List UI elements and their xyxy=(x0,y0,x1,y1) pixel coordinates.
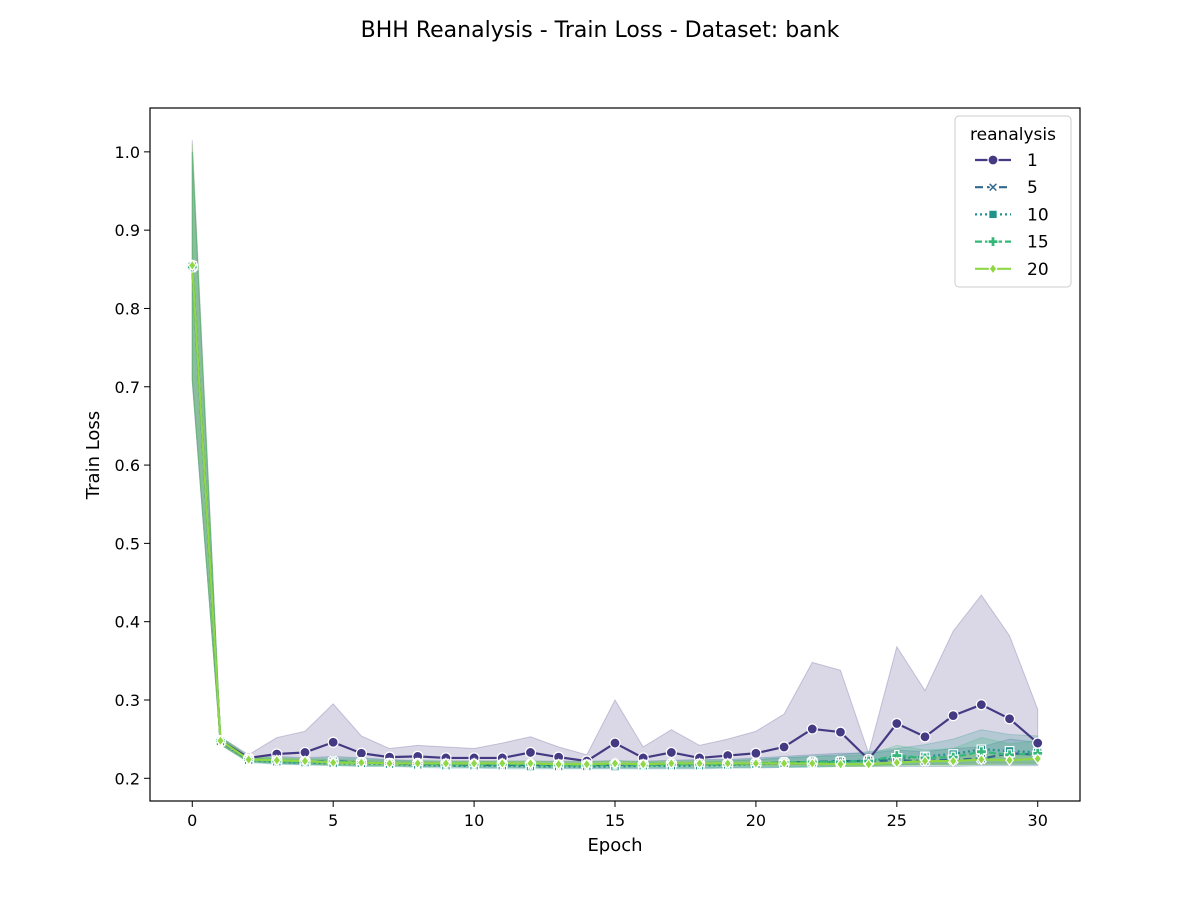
data-point-20-10 xyxy=(469,757,479,770)
y-axis: 0.2 0.3 0.4 0.5 0.6 0.7 0.8 0.9 1.0 xyxy=(115,143,150,788)
legend-box xyxy=(954,115,1072,288)
data-point-1-28 xyxy=(975,699,987,711)
data-point-20-23 xyxy=(835,758,845,771)
data-point-20-30 xyxy=(1033,752,1043,765)
legend-marker-20 xyxy=(988,262,998,275)
data-point-1-23 xyxy=(834,726,847,738)
data-point-1-17 xyxy=(665,746,677,759)
data-point-20-4 xyxy=(300,755,310,768)
x-tick-label-15: 15 xyxy=(605,811,625,830)
data-point-1-20 xyxy=(750,747,762,759)
data-point-20-5 xyxy=(328,756,338,769)
y-tick-label-0.3: 0.3 xyxy=(115,691,140,710)
data-point-20-3 xyxy=(272,754,282,767)
data-point-20-27 xyxy=(948,755,958,768)
x-tick-label-25: 25 xyxy=(887,811,907,830)
data-point-20-17 xyxy=(666,757,676,770)
y-tick-label-0.8: 0.8 xyxy=(115,299,140,318)
data-point-20-2 xyxy=(244,753,254,766)
data-point-20-28 xyxy=(976,753,986,766)
legend-label-20: 20 xyxy=(1027,260,1049,280)
y-tick-label-1: 1.0 xyxy=(115,143,140,162)
data-point-1-30 xyxy=(1032,737,1044,749)
data-point-20-14 xyxy=(582,758,592,771)
data-point-20-16 xyxy=(638,758,648,771)
data-point-20-19 xyxy=(723,757,733,770)
legend-marker-5 xyxy=(987,181,999,193)
data-point-1-12 xyxy=(524,746,537,759)
data-point-1-29 xyxy=(1003,713,1016,725)
legend-label-10: 10 xyxy=(1027,205,1049,225)
y-axis-label: Train Loss xyxy=(83,411,104,500)
legend-title: reanalysis xyxy=(970,125,1056,145)
data-point-20-11 xyxy=(497,757,507,770)
y-tick-label-0.7: 0.7 xyxy=(115,378,140,397)
data-point-20-1 xyxy=(215,734,225,747)
series-markers xyxy=(186,259,1044,772)
data-point-1-27 xyxy=(947,710,959,722)
data-point-20-26 xyxy=(920,755,930,768)
legend-marker-10 xyxy=(988,209,998,220)
legend-label-1: 1 xyxy=(1027,151,1038,171)
x-axis: 0 5 10 15 20 25 30 xyxy=(187,801,1048,830)
legend-label-5: 5 xyxy=(1027,178,1038,198)
data-point-1-5 xyxy=(327,736,339,748)
y-tick-label-0.6: 0.6 xyxy=(115,456,140,475)
x-axis-label: Epoch xyxy=(587,835,642,856)
data-point-1-25 xyxy=(891,717,903,730)
data-point-20-20 xyxy=(751,757,761,770)
legend-label-15: 15 xyxy=(1027,233,1049,253)
legend-marker-15 xyxy=(987,236,999,248)
data-point-1-22 xyxy=(806,723,818,735)
data-point-20-13 xyxy=(554,758,564,771)
data-point-20-8 xyxy=(413,757,423,770)
data-point-1-26 xyxy=(919,731,931,743)
data-point-20-24 xyxy=(864,758,874,771)
data-point-20-21 xyxy=(779,757,789,770)
x-tick-label-20: 20 xyxy=(746,811,766,830)
data-point-1-15 xyxy=(609,737,621,749)
data-point-20-22 xyxy=(807,757,817,770)
x-tick-label-10: 10 xyxy=(464,811,484,830)
y-tick-label-0.9: 0.9 xyxy=(115,221,140,240)
data-point-20-18 xyxy=(695,757,705,770)
data-point-20-15 xyxy=(610,757,620,770)
chart-title: BHH Reanalysis - Train Loss - Dataset: b… xyxy=(361,18,840,43)
data-point-20-9 xyxy=(441,757,451,770)
data-point-20-25 xyxy=(892,756,902,769)
data-point-20-7 xyxy=(385,757,395,770)
legend-marker-1 xyxy=(987,154,999,166)
x-tick-label-30: 30 xyxy=(1028,811,1048,830)
y-tick-label-0.2: 0.2 xyxy=(115,769,140,788)
y-tick-label-0.4: 0.4 xyxy=(115,613,140,632)
data-point-1-21 xyxy=(778,741,790,753)
y-tick-label-0.5: 0.5 xyxy=(115,534,140,553)
data-point-20-29 xyxy=(1005,754,1015,767)
data-point-20-12 xyxy=(525,757,535,770)
x-tick-label-0: 0 xyxy=(187,811,197,830)
data-point-20-0 xyxy=(187,259,197,272)
data-point-20-6 xyxy=(356,756,366,769)
x-tick-label-5: 5 xyxy=(328,811,338,830)
